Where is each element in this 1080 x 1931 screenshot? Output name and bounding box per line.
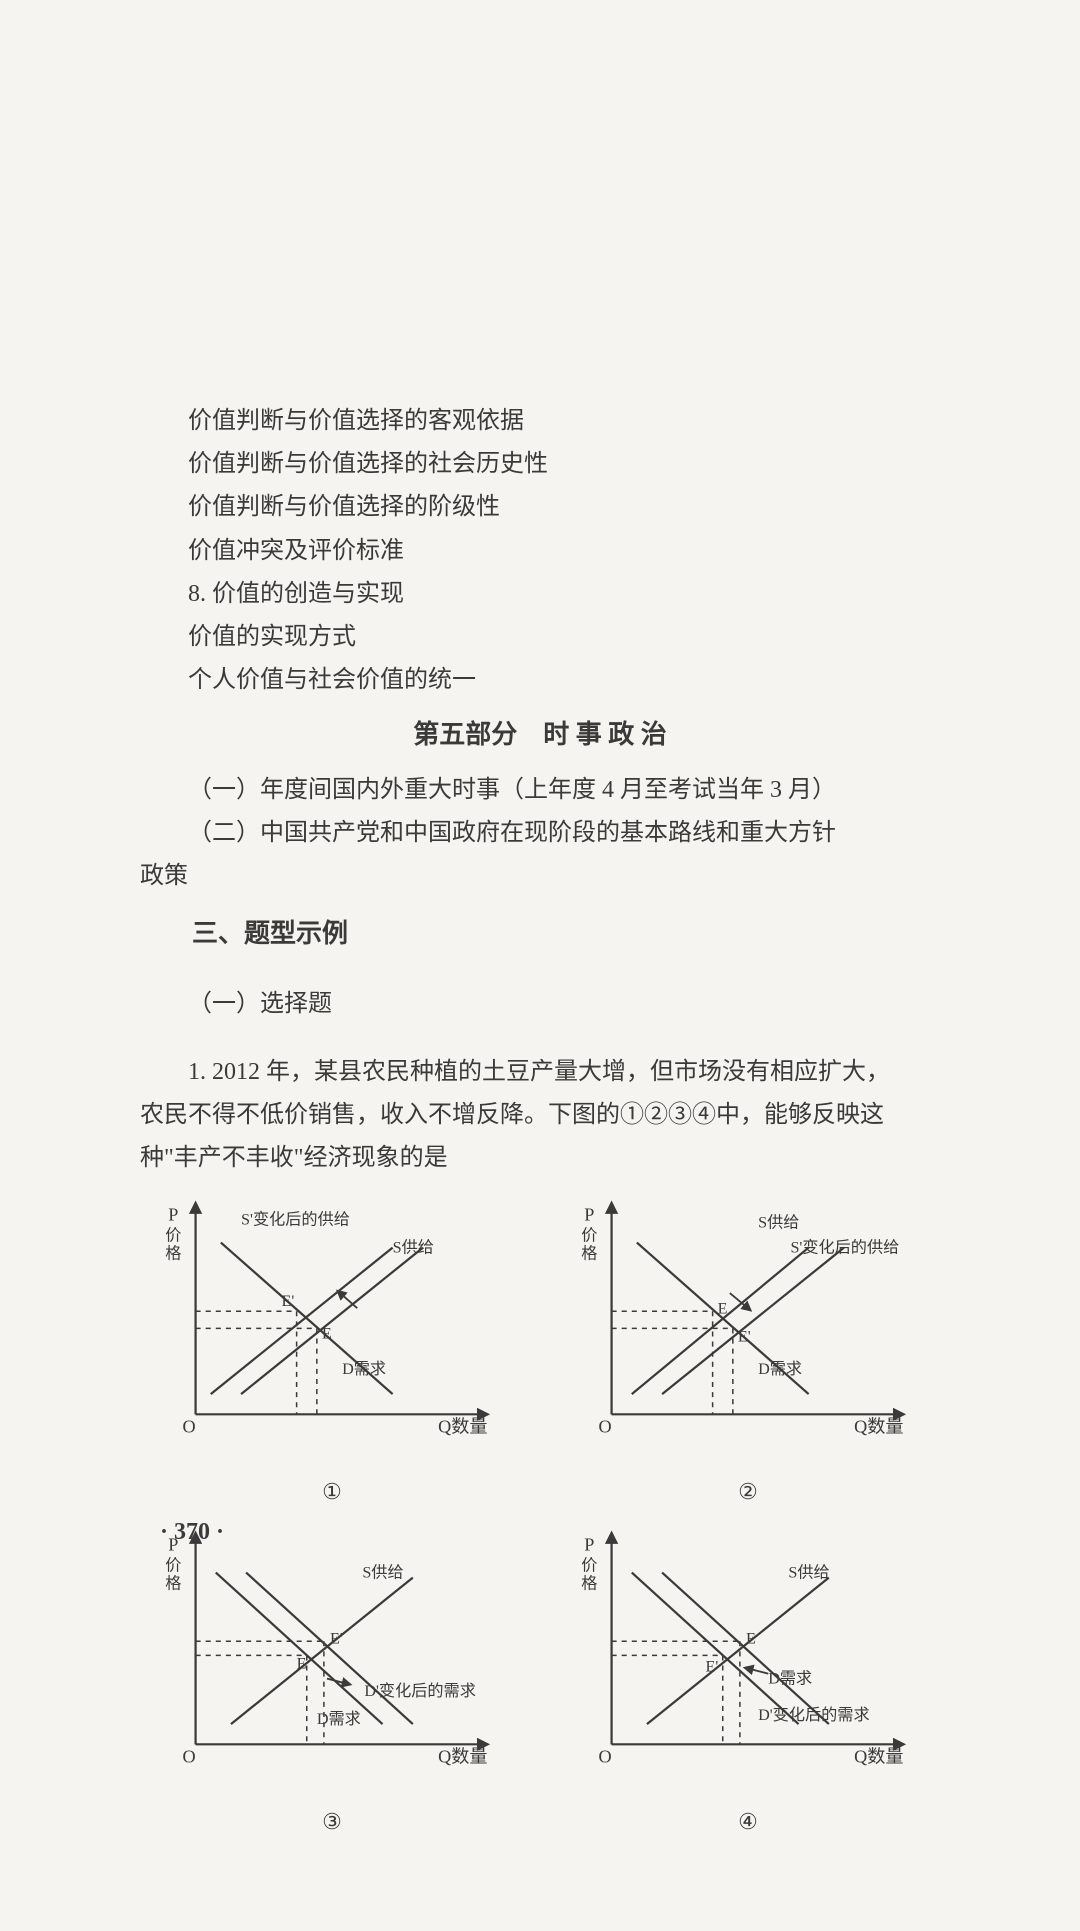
- line-3: 价值判断与价值选择的阶级性: [140, 486, 940, 529]
- axis-q: Q数量: [438, 1417, 487, 1437]
- sp-label: S'变化后的供给: [241, 1211, 350, 1229]
- svg-text:价: 价: [165, 1556, 181, 1574]
- svg-text:D需求: D需求: [758, 1360, 802, 1378]
- item-2a: （二）中国共产党和中国政府在现阶段的基本路线和重大方针: [140, 812, 940, 855]
- section-3-title: 三、题型示例: [140, 911, 940, 958]
- svg-text:格: 格: [581, 1245, 597, 1263]
- line-7: 个人价值与社会价值的统一: [140, 659, 940, 702]
- diagrams-container: P 价 格 O Q数量 D需求 S供给 S'变化后的供给 E: [140, 1192, 940, 1851]
- origin: O: [182, 1417, 195, 1437]
- svg-text:S供给: S供给: [758, 1214, 799, 1232]
- svg-text:E: E: [718, 1300, 728, 1317]
- svg-text:Q数量: Q数量: [438, 1746, 487, 1766]
- diagram-1-label: ①: [140, 1472, 524, 1512]
- axis-p-l1: 价: [165, 1227, 181, 1245]
- svg-text:E: E: [297, 1655, 307, 1672]
- svg-text:E': E': [706, 1658, 719, 1675]
- diagram-4-label: ④: [556, 1802, 940, 1842]
- svg-text:O: O: [598, 1746, 611, 1766]
- line-2: 价值判断与价值选择的社会历史性: [140, 443, 940, 486]
- svg-text:Q数量: Q数量: [854, 1417, 903, 1437]
- axis-p-l2: 格: [165, 1245, 181, 1263]
- svg-text:D需求: D需求: [768, 1669, 812, 1687]
- svg-text:O: O: [182, 1746, 195, 1766]
- page-number: · 370 ·: [160, 1519, 224, 1546]
- svg-text:D'变化后的需求: D'变化后的需求: [364, 1682, 476, 1700]
- q1-line-c: 种"丰产不丰收"经济现象的是: [140, 1137, 940, 1180]
- item-1: （一）年度间国内外重大时事（上年度 4 月至考试当年 3 月）: [140, 769, 940, 812]
- part-heading: 第五部分 时 事 政 治: [140, 712, 940, 759]
- svg-text:S'变化后的供给: S'变化后的供给: [790, 1239, 899, 1257]
- svg-text:格: 格: [581, 1574, 597, 1592]
- page-content: 价值判断与价值选择的客观依据 价值判断与价值选择的社会历史性 价值判断与价值选择…: [0, 0, 1080, 1931]
- item-2b: 政策: [140, 855, 940, 898]
- s-label: S供给: [393, 1239, 434, 1257]
- line-1: 价值判断与价值选择的客观依据: [140, 400, 940, 443]
- line-6: 价值的实现方式: [140, 616, 940, 659]
- ep-label: E': [281, 1293, 294, 1310]
- svg-text:P: P: [584, 1205, 594, 1225]
- svg-text:O: O: [598, 1417, 611, 1437]
- svg-text:E': E': [738, 1329, 751, 1346]
- diagram-4: P 价 格 O Q数量 S供给 D需求 D'变化后的需求 E: [556, 1522, 940, 1842]
- svg-text:价: 价: [581, 1227, 597, 1245]
- sub-1: （一）选择题: [140, 983, 940, 1026]
- svg-text:E': E': [330, 1630, 343, 1647]
- svg-text:D'变化后的需求: D'变化后的需求: [758, 1706, 870, 1724]
- svg-text:S供给: S供给: [362, 1563, 403, 1581]
- svg-text:格: 格: [165, 1574, 181, 1592]
- diagram-3: P 价 格 O Q数量 S供给 D需求 D'变化后的需求 E: [140, 1522, 524, 1842]
- d-label: D需求: [342, 1360, 386, 1378]
- diagram-2-label: ②: [556, 1472, 940, 1512]
- diagram-3-label: ③: [140, 1802, 524, 1842]
- diagram-1: P 价 格 O Q数量 D需求 S供给 S'变化后的供给 E: [140, 1192, 524, 1512]
- diagram-2: P 价 格 O Q数量 D需求 S供给 S'变化后的供给 E: [556, 1192, 940, 1512]
- line-4: 价值冲突及评价标准: [140, 530, 940, 573]
- svg-text:P: P: [584, 1534, 594, 1554]
- svg-text:S供给: S供给: [788, 1563, 829, 1581]
- svg-text:E: E: [746, 1630, 756, 1647]
- e-label: E: [322, 1326, 332, 1343]
- q1-line-b: 农民不得不低价销售，收入不增反降。下图的①②③④中，能够反映这: [140, 1094, 940, 1137]
- svg-text:价: 价: [581, 1556, 597, 1574]
- axis-p: P: [168, 1205, 178, 1225]
- svg-text:Q数量: Q数量: [854, 1746, 903, 1766]
- q1-line-a: 1. 2012 年，某县农民种植的土豆产量大增，但市场没有相应扩大，: [140, 1051, 940, 1094]
- line-5: 8. 价值的创造与实现: [140, 573, 940, 616]
